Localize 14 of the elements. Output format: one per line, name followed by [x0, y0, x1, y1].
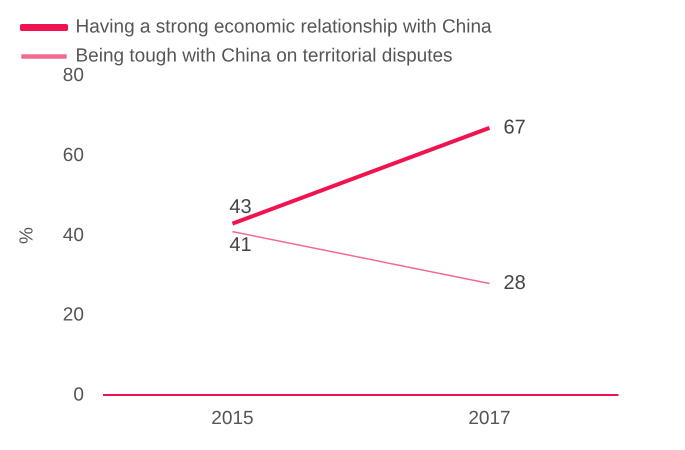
- x-tick-label: 2015: [211, 408, 254, 429]
- legend-label: Being tough with China on territorial disputes: [76, 46, 453, 67]
- y-tick-label: 80: [62, 65, 84, 86]
- data-label: 67: [503, 116, 526, 138]
- legend-label: Having a strong economic relationship with China: [76, 16, 492, 38]
- y-tick-label: 60: [62, 145, 84, 166]
- y-tick-label: 20: [62, 304, 84, 326]
- data-label: 43: [229, 196, 252, 218]
- data-label: 28: [503, 272, 526, 294]
- x-tick-label: 2017: [468, 408, 511, 429]
- y-tick-label: 0: [73, 384, 84, 406]
- data-label: 41: [229, 234, 252, 256]
- y-axis-title: %: [16, 227, 38, 244]
- y-tick-label: 40: [62, 224, 84, 246]
